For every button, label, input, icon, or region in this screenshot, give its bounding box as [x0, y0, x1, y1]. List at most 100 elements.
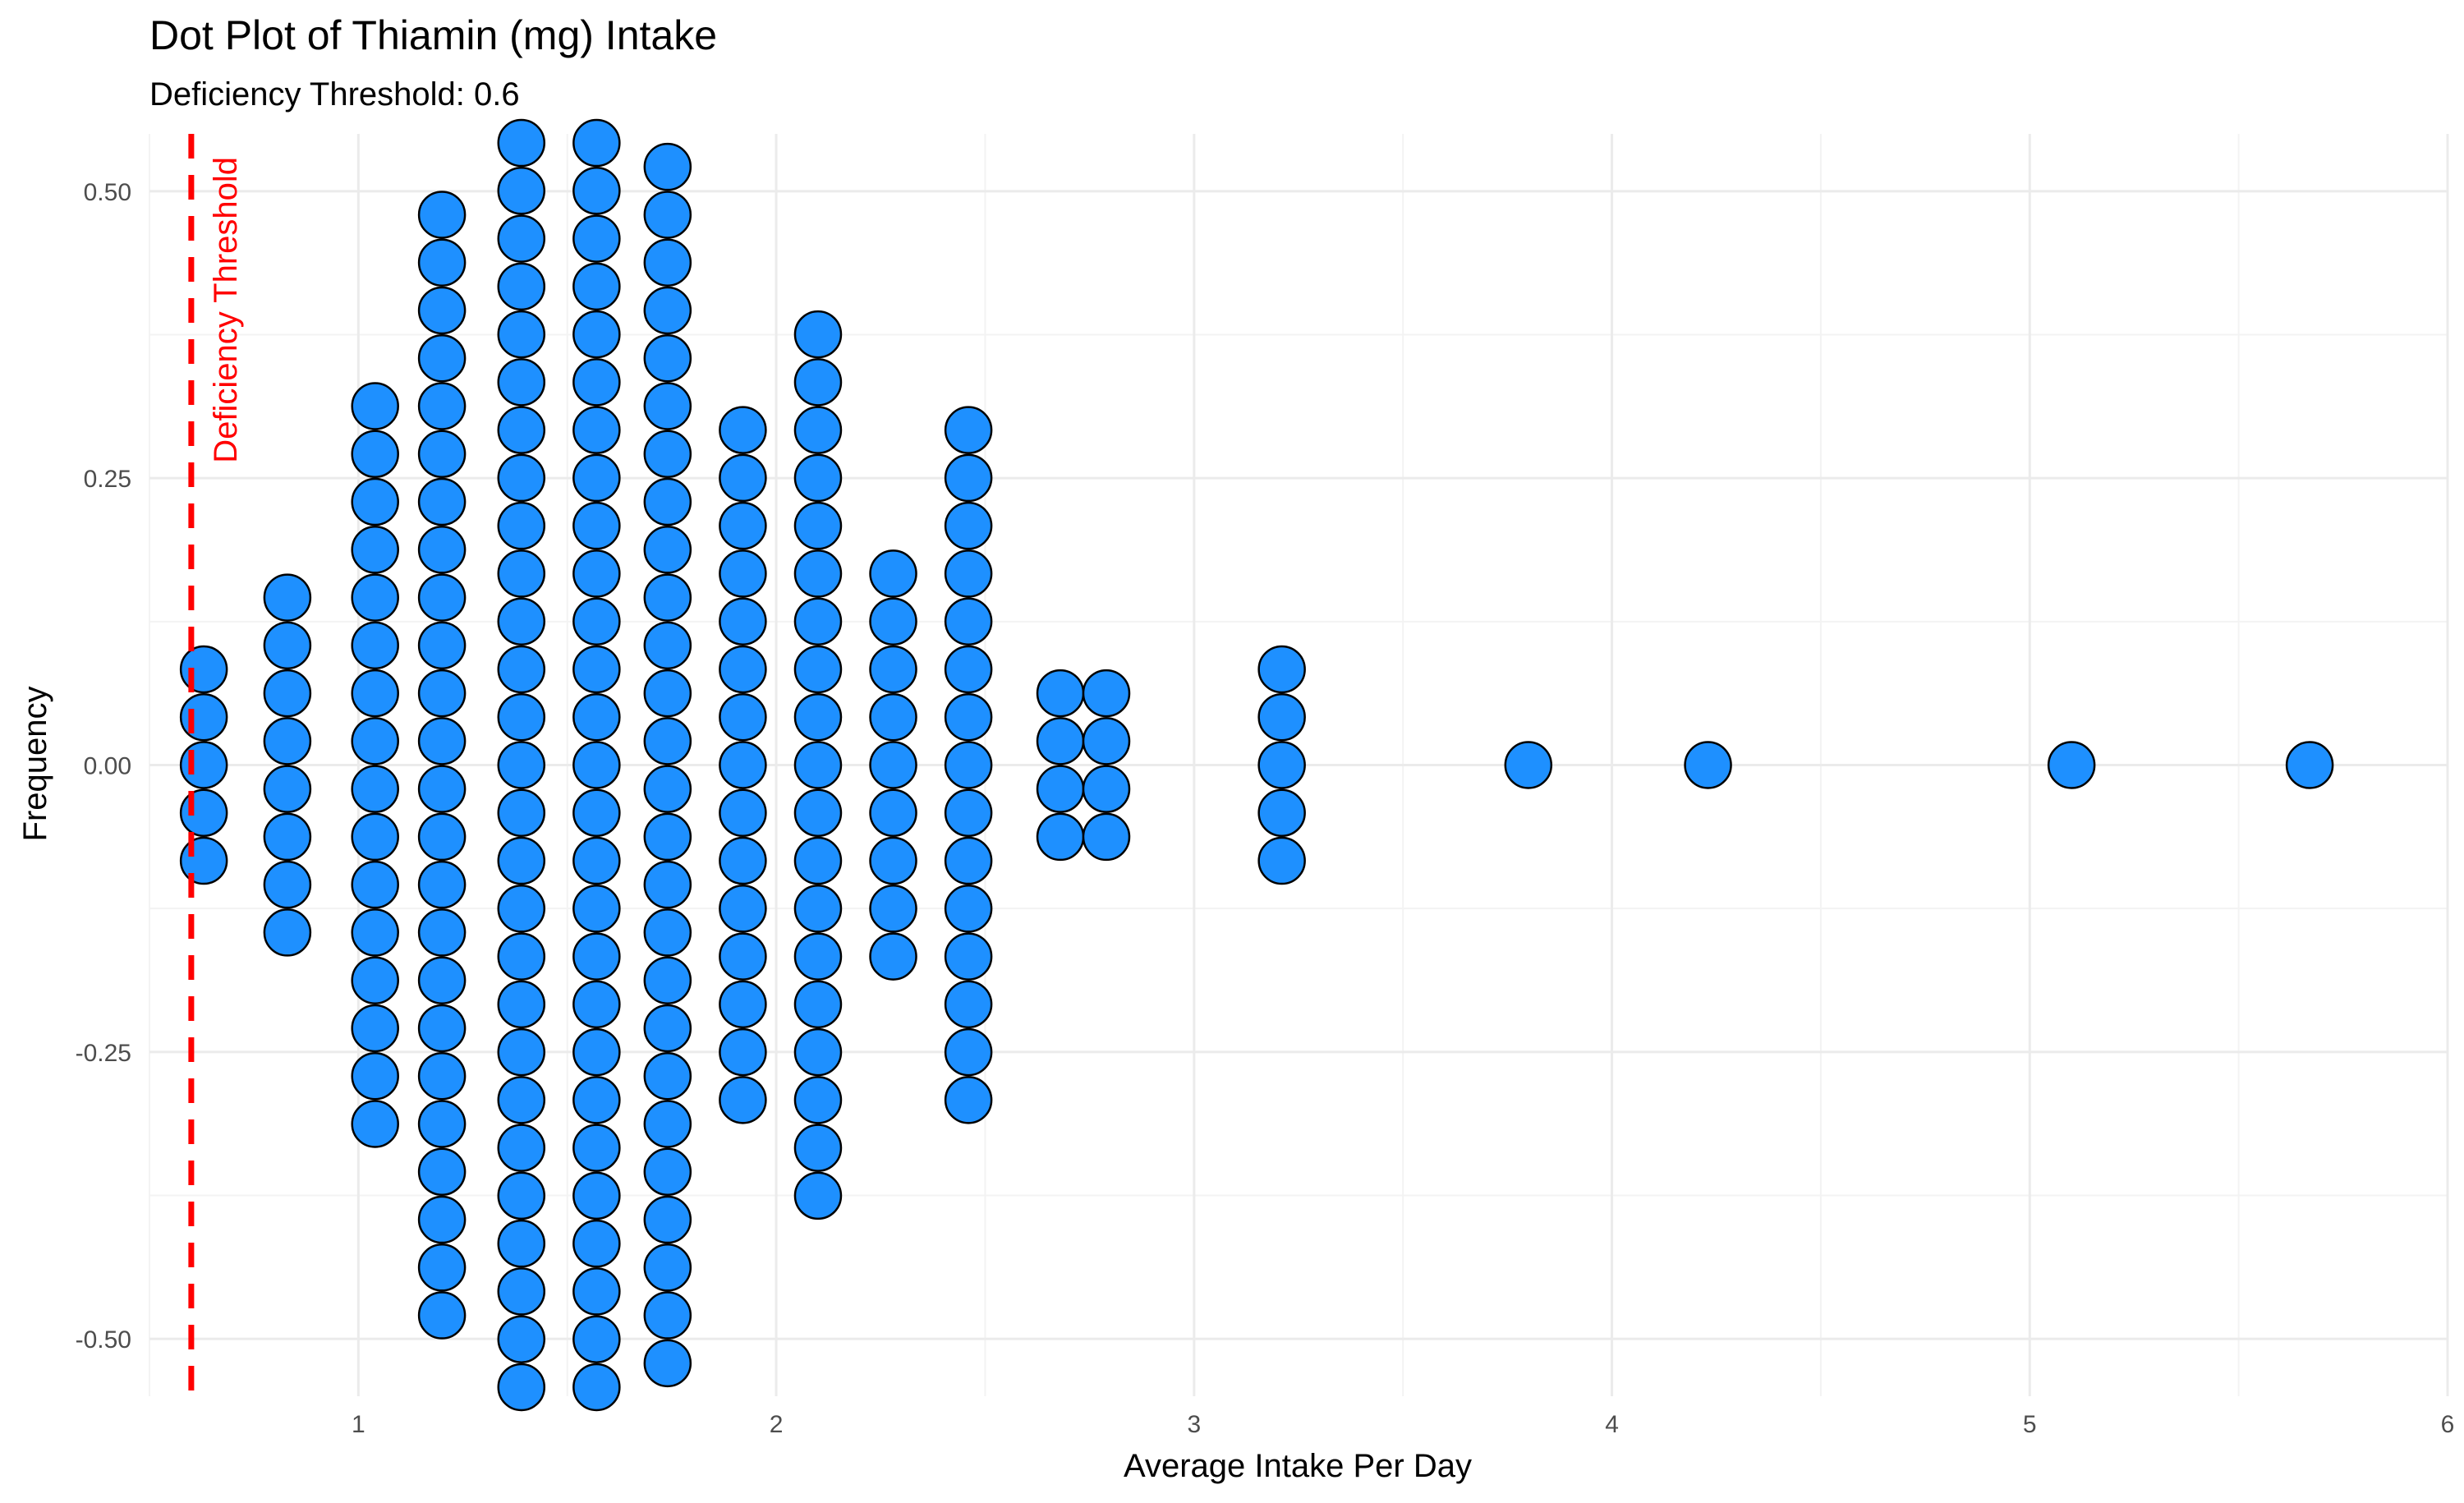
data-dot: [793, 549, 843, 598]
data-dot: [497, 549, 546, 598]
data-dot: [497, 214, 546, 263]
data-dot: [572, 1219, 621, 1268]
data-dot: [643, 1291, 692, 1340]
data-dot: [179, 645, 228, 694]
data-dot: [351, 812, 399, 862]
data-dot: [572, 645, 621, 694]
data-dot: [497, 262, 546, 311]
data-dot: [869, 597, 917, 646]
x-tick-label: 5: [2023, 1411, 2037, 1438]
data-dot: [944, 597, 993, 646]
data-dot: [497, 788, 546, 838]
data-dot: [263, 669, 312, 718]
data-dot: [417, 1195, 467, 1244]
data-dot: [719, 836, 767, 885]
data-dot: [351, 669, 399, 718]
data-dot: [572, 214, 621, 263]
data-dot: [793, 597, 843, 646]
data-dot: [572, 406, 621, 454]
data-dot: [417, 1100, 467, 1148]
data-dot: [869, 932, 917, 981]
data-dot: [1257, 788, 1306, 838]
data-dot: [417, 908, 467, 957]
data-dot: [944, 501, 993, 550]
data-dot: [643, 526, 692, 574]
data-dot: [263, 717, 312, 765]
data-dot: [417, 430, 467, 479]
data-dot: [497, 118, 546, 168]
data-dot: [719, 788, 767, 838]
data-dot: [793, 1076, 843, 1124]
data-dot: [643, 1195, 692, 1244]
data-dot: [1082, 765, 1131, 813]
chart-subtitle: Deficiency Threshold: 0.6: [149, 76, 520, 113]
data-dot: [572, 1171, 621, 1220]
data-dot: [572, 358, 621, 407]
data-dot: [944, 692, 993, 742]
data-dot: [2047, 741, 2096, 789]
data-dot: [643, 1051, 692, 1101]
data-dot: [944, 1076, 993, 1124]
data-dot: [417, 526, 467, 574]
data-dot: [572, 932, 621, 981]
data-dot: [179, 836, 228, 885]
data-dot: [417, 812, 467, 862]
data-dot: [793, 788, 843, 838]
data-dots: [179, 118, 2334, 1412]
data-dot: [719, 453, 767, 503]
data-dot: [869, 692, 917, 742]
data-dot: [1257, 645, 1306, 694]
threshold-layer: Deficiency Threshold: [188, 134, 244, 1396]
data-dot: [793, 358, 843, 407]
data-dot: [572, 788, 621, 838]
data-dot: [417, 669, 467, 718]
data-dot: [643, 191, 692, 239]
x-tick-label: 3: [1187, 1411, 1201, 1438]
data-dot: [572, 501, 621, 550]
y-tick-label: -0.25: [76, 1040, 131, 1067]
data-dot: [1257, 741, 1306, 789]
data-dot: [417, 956, 467, 1004]
data-dot: [417, 860, 467, 909]
data-dot: [643, 717, 692, 765]
data-dot: [179, 788, 228, 838]
data-dot: [719, 885, 767, 933]
data-dot: [417, 765, 467, 813]
data-dot: [497, 167, 546, 215]
data-dot: [643, 621, 692, 670]
data-dot: [351, 717, 399, 765]
data-dot: [417, 382, 467, 430]
data-dot: [719, 549, 767, 598]
data-dot: [643, 333, 692, 383]
data-dot: [497, 597, 546, 646]
data-dot: [793, 932, 843, 981]
data-dot: [497, 1267, 546, 1316]
data-dot: [793, 406, 843, 454]
data-dot: [351, 860, 399, 909]
data-dot: [719, 597, 767, 646]
data-dot: [944, 932, 993, 981]
data-dot: [643, 1243, 692, 1292]
data-dot: [643, 238, 692, 287]
data-dot: [793, 453, 843, 503]
data-dot: [572, 885, 621, 933]
data-dot: [643, 430, 692, 479]
data-dot: [351, 382, 399, 430]
data-dot: [417, 477, 467, 526]
data-dot: [263, 621, 312, 670]
data-dot: [944, 1027, 993, 1077]
chart-title: Dot Plot of Thiamin (mg) Intake: [149, 12, 717, 58]
data-dot: [643, 908, 692, 957]
data-dot: [572, 836, 621, 885]
data-dot: [497, 501, 546, 550]
data-dot: [351, 573, 399, 622]
data-dot: [351, 1051, 399, 1101]
data-dot: [497, 1076, 546, 1124]
data-dot: [793, 980, 843, 1029]
data-dot: [719, 980, 767, 1029]
data-dot: [1257, 836, 1306, 885]
data-dot: [869, 741, 917, 789]
data-dot: [643, 765, 692, 813]
